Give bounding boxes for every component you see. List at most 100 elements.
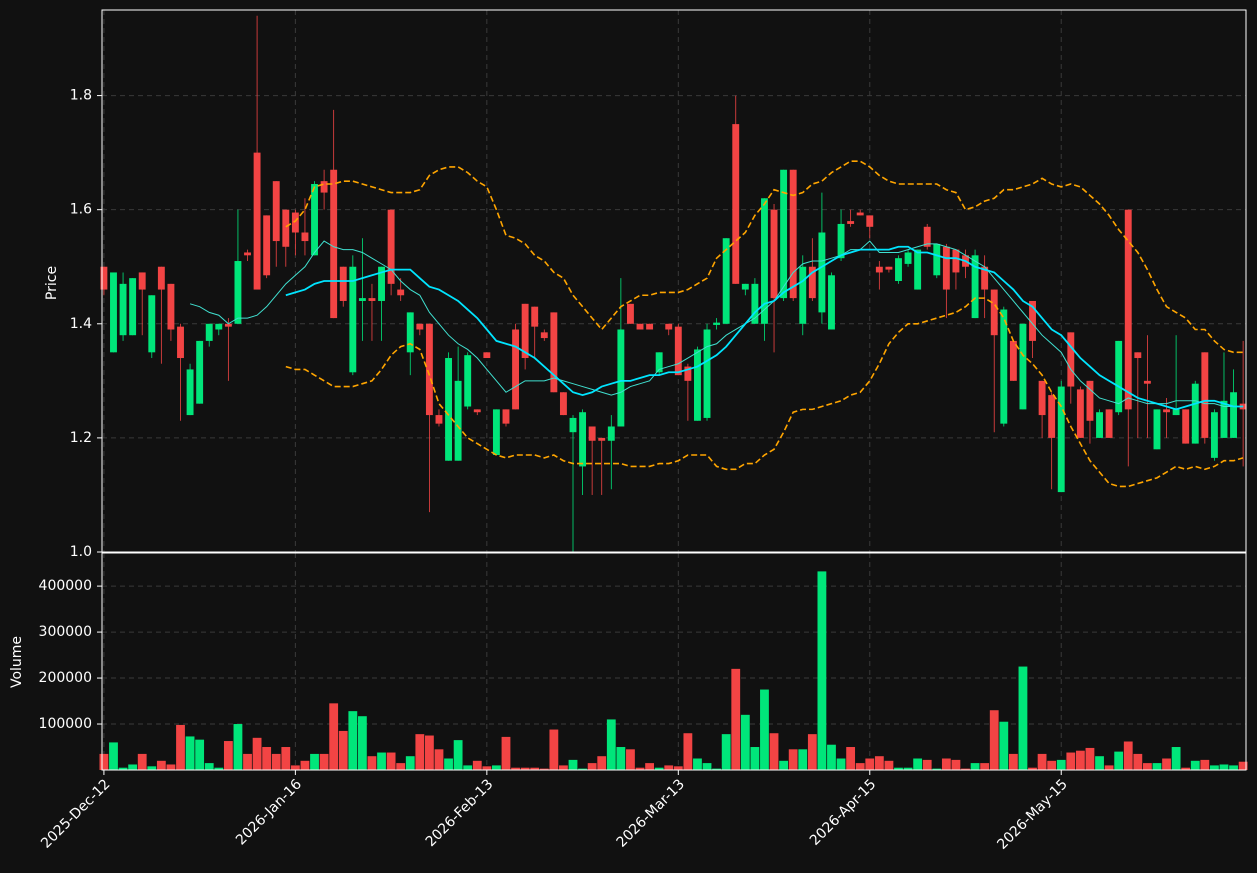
volume-bar: [1114, 751, 1124, 770]
candle-body: [311, 184, 318, 256]
candle-body: [626, 303, 634, 324]
volume-bar: [367, 756, 377, 770]
candle-body: [483, 352, 491, 359]
candle-body: [406, 312, 414, 353]
candle-body: [895, 258, 902, 281]
volume-bar: [166, 764, 176, 770]
volume-bar: [482, 766, 492, 770]
candle-body: [588, 426, 596, 441]
volume-bar: [922, 759, 932, 770]
candle-body: [808, 266, 816, 299]
candle-body: [732, 124, 740, 284]
volume-bar: [156, 760, 166, 770]
volume-bar: [635, 767, 645, 770]
candle-body: [789, 169, 797, 299]
candle-body: [234, 261, 242, 324]
volume-bar: [396, 763, 406, 770]
candle-body: [100, 266, 108, 290]
candle-body: [1096, 412, 1103, 438]
candle-body: [847, 221, 855, 224]
volume-bar: [539, 768, 549, 770]
volume-bar: [654, 767, 664, 770]
candle-body: [1230, 392, 1238, 438]
candle-body: [177, 326, 184, 359]
candle-body: [713, 322, 721, 325]
volume-bar: [348, 711, 358, 770]
candle-body: [1124, 209, 1132, 410]
volume-bar: [941, 758, 951, 770]
candle-body: [933, 243, 941, 276]
volume-bar: [999, 721, 1009, 770]
candle-body: [244, 252, 251, 256]
volume-bar: [731, 668, 741, 770]
candle-body: [349, 266, 357, 373]
volume-bar: [444, 758, 453, 770]
volume-bar: [626, 749, 635, 770]
candle-body: [416, 323, 424, 330]
candle-body: [1143, 380, 1151, 384]
volume-bar: [472, 760, 482, 770]
candle-body: [473, 409, 481, 413]
volume-bar: [769, 733, 779, 770]
volume-bar: [951, 759, 961, 770]
volume-bar: [1229, 765, 1238, 770]
candle-body: [464, 355, 472, 407]
volume-bar: [779, 760, 789, 770]
candle-body: [358, 298, 366, 301]
volume-tick-label: 400000: [39, 578, 92, 594]
volume-bar: [760, 689, 769, 770]
candle-body: [196, 340, 204, 404]
candle-body: [607, 426, 615, 441]
candle-body: [1048, 395, 1056, 438]
volume-bar: [319, 753, 329, 770]
volume-bar: [357, 716, 367, 770]
candle-body: [1220, 400, 1228, 438]
candle-body: [885, 266, 893, 270]
candle-body: [1182, 409, 1190, 444]
candle-body: [971, 255, 979, 319]
volume-bar: [128, 764, 138, 770]
volume-bar: [664, 765, 674, 770]
volume-bar: [492, 765, 501, 770]
candle-body: [875, 266, 883, 273]
volume-bar: [300, 760, 310, 770]
candle-body: [1201, 352, 1209, 438]
volume-bar: [415, 734, 425, 770]
volume-bar: [118, 767, 128, 770]
candle-body: [445, 358, 452, 461]
volume-bar: [1056, 759, 1066, 770]
volume-bar: [204, 763, 214, 770]
candle-body: [301, 232, 309, 242]
volume-bar: [511, 767, 520, 770]
price-frame: [101, 9, 1247, 553]
volume-bar: [712, 768, 722, 770]
volume-bar: [750, 747, 760, 770]
volume-bar: [846, 747, 856, 770]
volume-bar: [434, 749, 444, 770]
overlay-line: [285, 160, 1244, 354]
candle-body: [157, 266, 165, 290]
volume-bar: [884, 760, 894, 770]
candle-body: [253, 152, 261, 290]
volume-bar: [913, 758, 923, 770]
volume-bar: [233, 724, 243, 770]
candle-body: [1086, 380, 1094, 421]
overlay-line: [285, 245, 1244, 411]
volume-bar: [578, 768, 587, 770]
y-tick-label: 1.6: [70, 202, 92, 218]
candle-body: [282, 209, 290, 247]
volume-bar: [377, 752, 386, 770]
volume-bar: [1028, 767, 1037, 770]
volume-bar: [243, 753, 252, 770]
candle-body: [694, 349, 701, 421]
volume-bar: [807, 734, 817, 770]
volume-bar: [425, 735, 434, 770]
candle-body: [1009, 340, 1017, 381]
volume-bar: [1123, 741, 1133, 770]
candle-body: [1029, 300, 1036, 341]
candle-body: [1019, 323, 1027, 410]
candle-body: [1115, 340, 1123, 413]
candle-body: [617, 329, 625, 427]
candle-body: [1134, 352, 1142, 359]
